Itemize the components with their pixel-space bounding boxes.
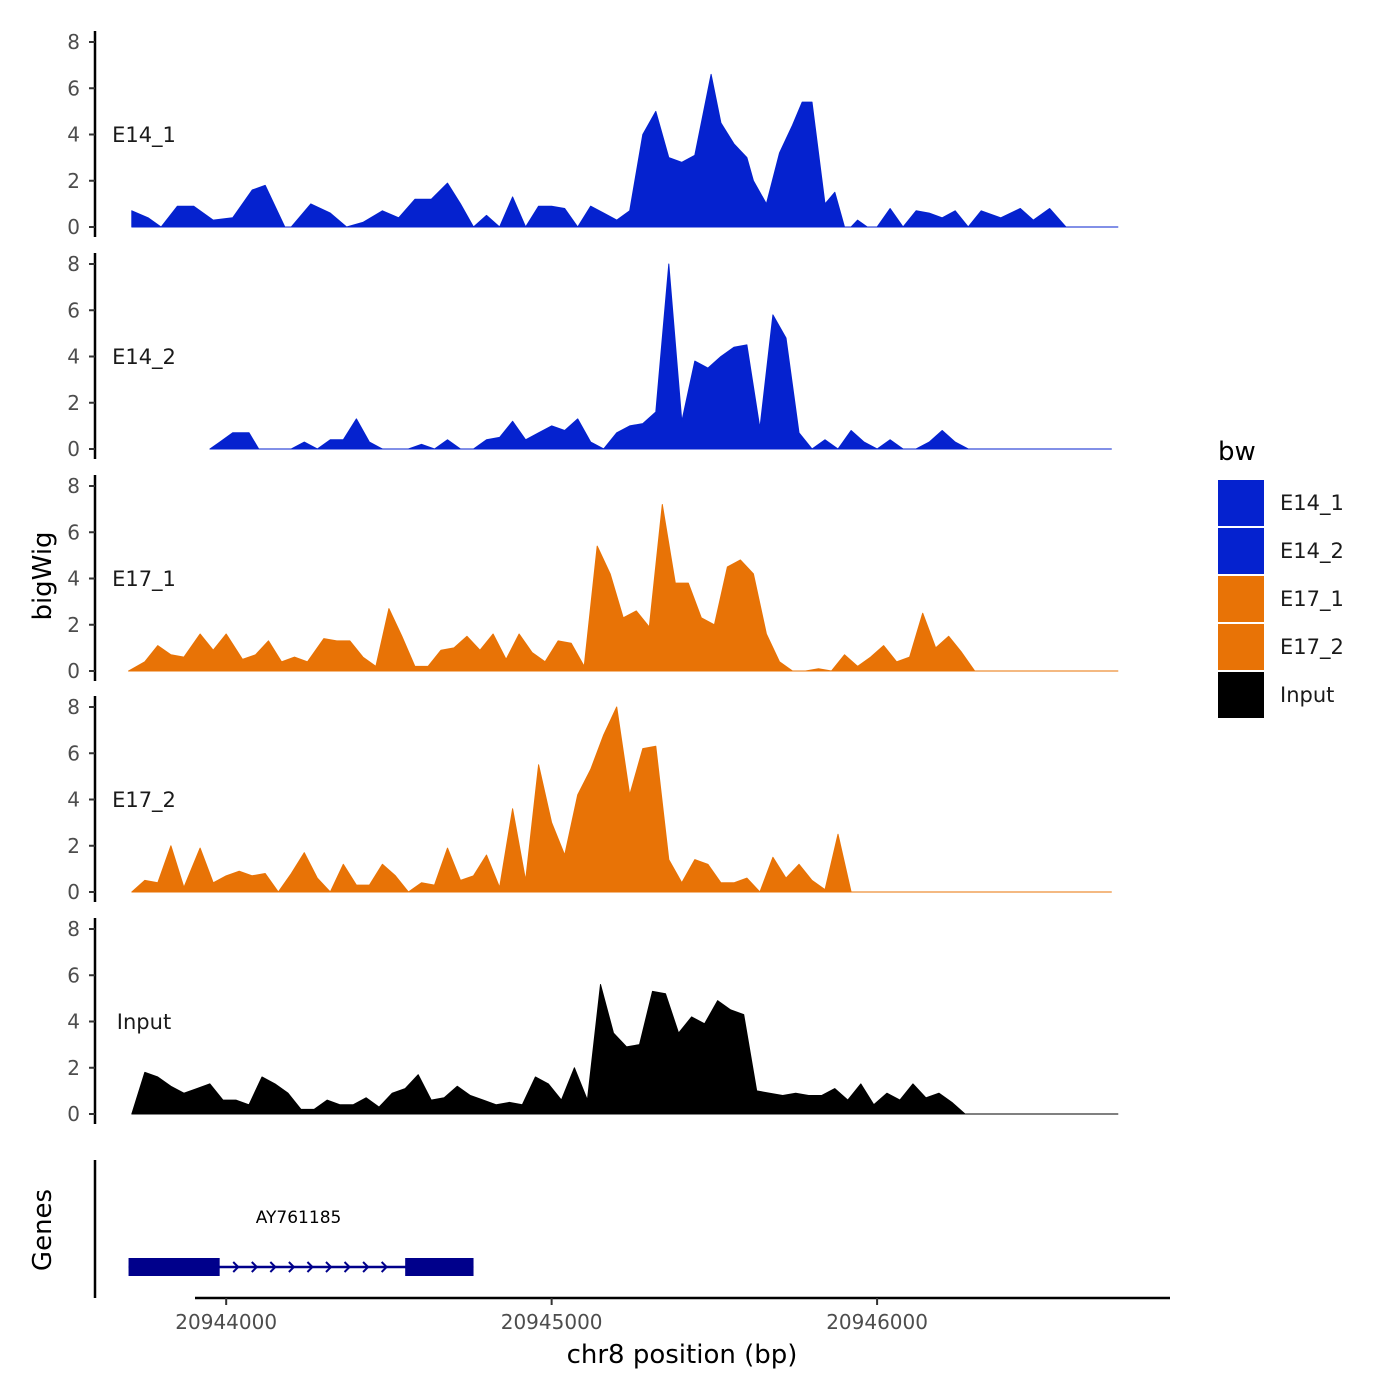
y-tick-label: 0 — [67, 215, 80, 239]
y-tick-label: 2 — [67, 834, 80, 858]
strand-arrow — [269, 1261, 277, 1273]
y-tick-label: 2 — [67, 391, 80, 415]
y-tick-label: 4 — [67, 567, 80, 591]
legend-swatch-e17-1 — [1218, 576, 1264, 622]
legend-swatch-input — [1218, 672, 1264, 718]
track-input: 0 2 4 6 8 Input — [67, 917, 1119, 1126]
signal-area-e14-1 — [131, 73, 1119, 228]
track-label: E17_2 — [112, 788, 176, 813]
y-tick-label: 8 — [67, 474, 80, 498]
signal-area-e17-1 — [128, 504, 1119, 672]
track-label: Input — [117, 1010, 171, 1034]
gene-model-ay761185: AY761185 — [128, 1208, 474, 1276]
gene-track-label: Genes — [28, 1189, 58, 1271]
x-tick-label: 20944000 — [175, 1310, 277, 1334]
track-e14-1: 0 2 4 6 8 E14_1 — [67, 30, 1119, 239]
track-label: E14_1 — [112, 123, 176, 148]
legend-label-e14-1: E14_1 — [1280, 491, 1344, 516]
y-tick-label: 0 — [67, 659, 80, 683]
strand-arrow — [380, 1261, 389, 1273]
strand-arrow — [251, 1261, 259, 1273]
legend-title: bw — [1218, 437, 1256, 467]
x-axis-title: chr8 position (bp) — [567, 1340, 798, 1370]
y-tick-label: 8 — [67, 30, 80, 54]
y-tick-label: 6 — [67, 298, 80, 322]
track-e17-1: 0 2 4 6 8 E17_1 — [67, 474, 1119, 683]
legend-swatch-e14-2 — [1218, 528, 1264, 574]
signal-area-e17-2 — [131, 706, 1112, 893]
legend: bw E14_1 E14_2 E17_1 E17_2 Input — [1218, 437, 1344, 718]
y-tick-label: 0 — [67, 880, 80, 904]
y-tick-label: 4 — [67, 345, 80, 369]
legend-swatch-e14-1 — [1218, 480, 1264, 526]
track-label: E14_2 — [112, 345, 176, 370]
signal-tracks: 0 2 4 6 8 E14_1 0 2 4 6 8 E14_2 0 2 4 6 8 E17_1 0 2 4 6 8 E17_2… — [67, 30, 1119, 1126]
gene-exon — [128, 1258, 220, 1276]
y-tick-label: 2 — [67, 1056, 80, 1080]
x-tick-label: 20946000 — [826, 1310, 928, 1334]
y-tick-label: 4 — [67, 1010, 80, 1034]
track-e17-2: 0 2 4 6 8 E17_2 — [67, 695, 1112, 904]
y-axis-title: bigWig — [28, 531, 58, 620]
signal-area-e14-2 — [209, 263, 1112, 450]
strand-arrow — [232, 1261, 240, 1273]
strand-arrow — [362, 1261, 370, 1273]
legend-label-input: Input — [1280, 683, 1334, 707]
y-tick-label: 8 — [67, 917, 80, 941]
gene-exon — [405, 1258, 474, 1276]
legend-label-e14-2: E14_2 — [1280, 539, 1344, 564]
y-tick-label: 2 — [67, 613, 80, 637]
y-tick-label: 6 — [67, 76, 80, 100]
x-axis: 20944000 20945000 20946000 — [175, 1296, 1170, 1334]
legend-label-e17-2: E17_2 — [1280, 635, 1344, 660]
legend-label-e17-1: E17_1 — [1280, 587, 1344, 612]
y-tick-label: 6 — [67, 520, 80, 544]
y-tick-label: 2 — [67, 169, 80, 193]
x-tick-label: 20945000 — [501, 1310, 603, 1334]
legend-swatch-e17-2 — [1218, 624, 1264, 670]
y-tick-label: 8 — [67, 695, 80, 719]
y-tick-label: 0 — [67, 437, 80, 461]
y-tick-label: 4 — [67, 788, 80, 812]
gene-track: AY761185 — [93, 1160, 474, 1298]
signal-area-input — [131, 984, 1119, 1115]
strand-arrow — [288, 1261, 296, 1273]
y-tick-label: 0 — [67, 1102, 80, 1126]
y-tick-label: 4 — [67, 123, 80, 147]
y-tick-label: 6 — [67, 963, 80, 987]
gene-name-label: AY761185 — [256, 1208, 342, 1228]
track-label: E17_1 — [112, 567, 176, 592]
strand-arrow — [306, 1261, 314, 1273]
strand-arrow — [325, 1261, 333, 1273]
y-tick-label: 8 — [67, 252, 80, 276]
y-tick-label: 6 — [67, 741, 80, 765]
strand-arrow — [343, 1261, 351, 1273]
track-e14-2: 0 2 4 6 8 E14_2 — [67, 252, 1112, 461]
